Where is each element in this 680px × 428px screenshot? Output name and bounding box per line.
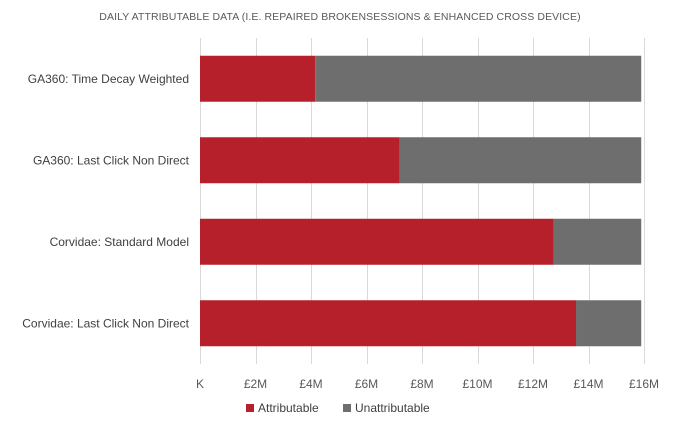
x-tick-label-2: £4M (299, 377, 322, 391)
x-tick-label-0: K (196, 377, 204, 391)
legend: Attributable Unattributable (246, 401, 430, 415)
bar-unattributable-0 (315, 55, 642, 102)
bar-attributable-0 (200, 55, 316, 102)
bar-unattributable-3 (576, 300, 642, 347)
category-label-1: GA360: Last Click Non Direct (33, 153, 190, 167)
x-tick-label-7: £14M (573, 377, 603, 391)
x-axis-tick-labels: K £2M £4M £6M £8M £10M £12M £14M £16M (196, 377, 659, 391)
bar-unattributable-1 (399, 137, 642, 184)
bar-attributable-2 (200, 218, 554, 265)
chart-title: DAILY ATTRIBUTABLE DATA (I.E. REPAIRED B… (99, 11, 580, 23)
legend-swatch-0 (246, 404, 254, 412)
bar-attributable-1 (200, 137, 400, 184)
x-tick-label-5: £10M (462, 377, 492, 391)
x-tick-label-8: £16M (629, 377, 659, 391)
x-tick-label-1: £2M (244, 377, 267, 391)
category-label-0: GA360: Time Decay Weighted (28, 72, 189, 86)
legend-label-0: Attributable (258, 401, 319, 415)
x-tick-label-6: £12M (518, 377, 548, 391)
category-labels: GA360: Time Decay Weighted GA360: Last Cl… (22, 72, 189, 331)
legend-label-1: Unattributable (355, 401, 430, 415)
bar-unattributable-2 (553, 218, 642, 265)
x-tick-label-4: £8M (410, 377, 433, 391)
x-tick-label-3: £6M (355, 377, 378, 391)
category-label-2: Corvidae: Standard Model (50, 235, 189, 249)
bar-attributable-3 (200, 300, 577, 347)
bars (200, 55, 642, 347)
legend-swatch-1 (343, 404, 351, 412)
category-label-3: Corvidae: Last Click Non Direct (22, 316, 189, 330)
